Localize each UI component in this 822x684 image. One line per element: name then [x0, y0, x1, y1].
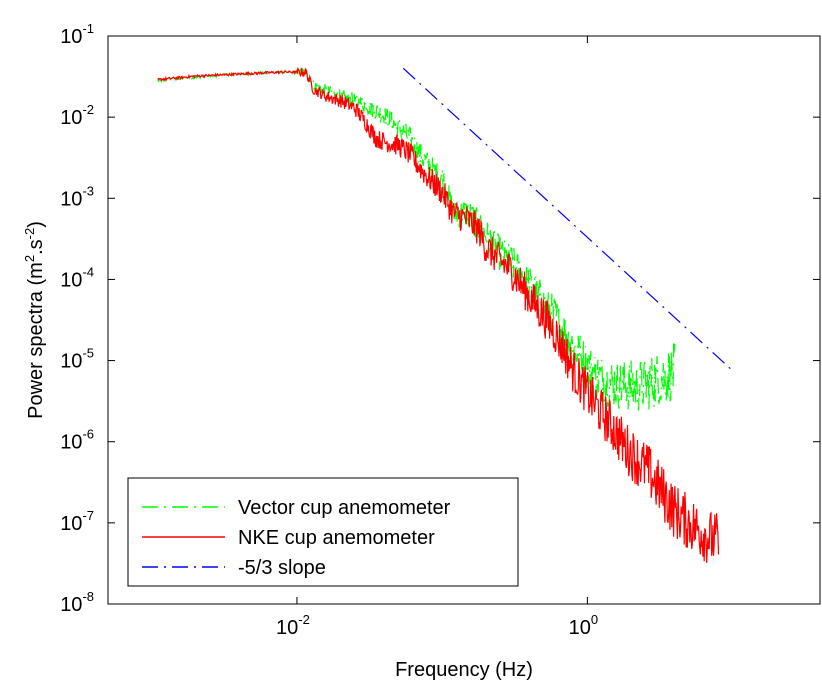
legend-label-nke: NKE cup anemometer	[238, 527, 435, 549]
y-tick-label: 10-3	[60, 183, 94, 210]
series-layer	[157, 67, 734, 563]
y-tick-label: 10-7	[60, 508, 94, 535]
x-tick-label: 10-2	[276, 612, 310, 639]
legend-label-vector: Vector cup anemometer	[238, 497, 451, 519]
legend: Vector cup anemometer NKE cup anemometer…	[127, 477, 519, 587]
y-axis-label: Power spectra (m2.s-2)	[22, 221, 47, 419]
legend-label-slope: -5/3 slope	[238, 557, 326, 579]
y-tick-label: 10-8	[60, 589, 94, 616]
y-tick-label: 10-2	[60, 102, 94, 129]
y-tick-label: 10-6	[60, 427, 94, 454]
y-tick-label: 10-4	[60, 264, 94, 291]
series-line-2	[402, 67, 734, 372]
x-axis-label: Frequency (Hz)	[395, 659, 533, 681]
y-tick-label: 10-1	[60, 21, 94, 48]
tick-layer: 10-8 10-7 10-6 10-5 10-4 10-3 10-2 10-1 10-2 100	[60, 21, 820, 639]
legend-box	[127, 477, 519, 587]
x-tick-label: 100	[569, 612, 598, 639]
series-line-1	[157, 67, 720, 563]
y-tick-label: 10-5	[60, 346, 94, 373]
